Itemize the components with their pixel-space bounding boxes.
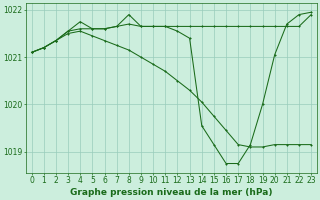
X-axis label: Graphe pression niveau de la mer (hPa): Graphe pression niveau de la mer (hPa) (70, 188, 273, 197)
